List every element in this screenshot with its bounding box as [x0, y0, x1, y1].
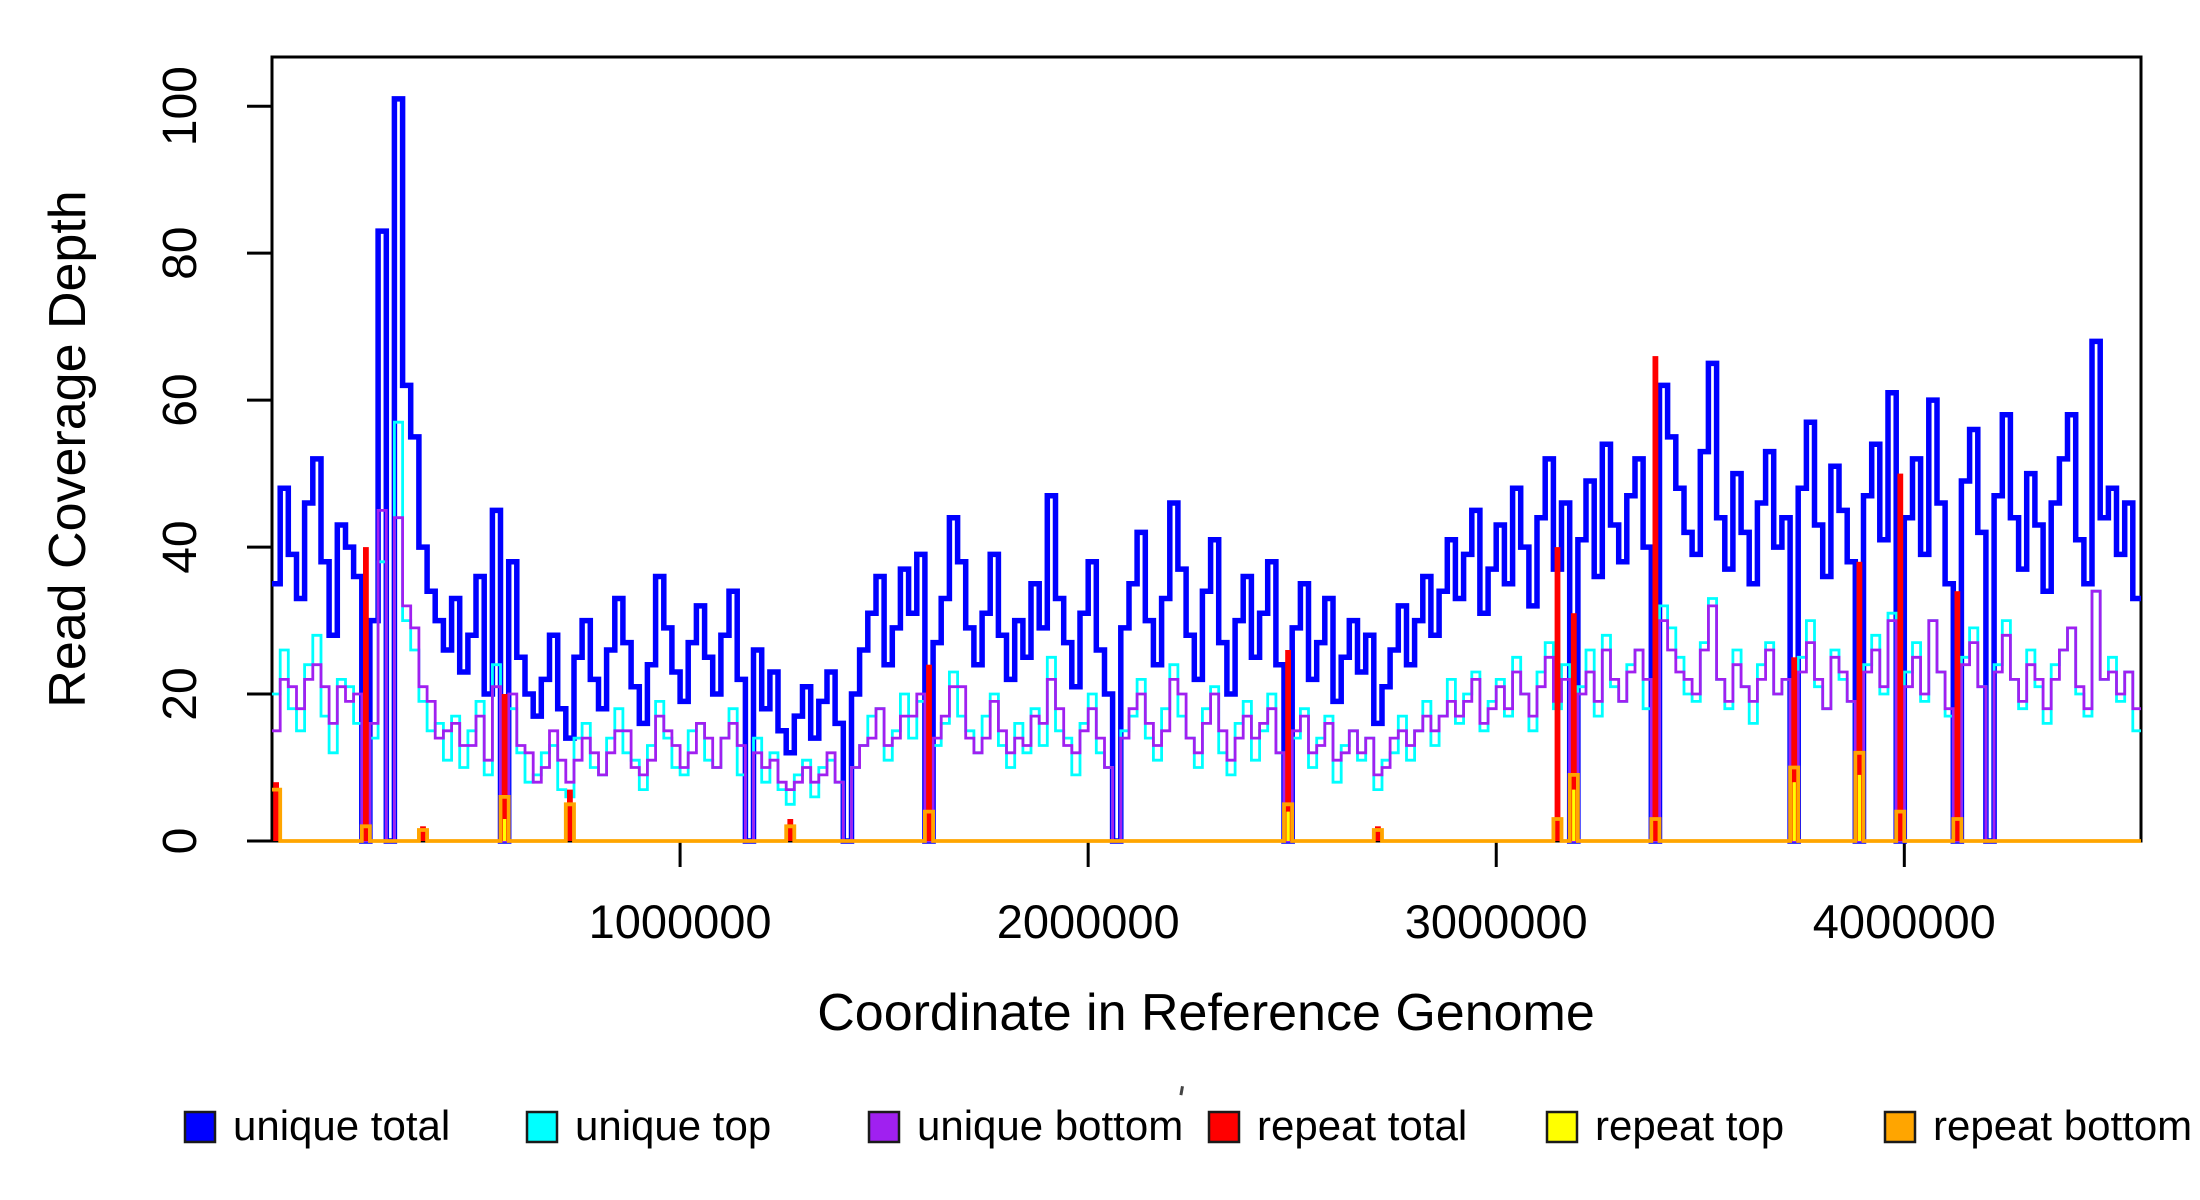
legend-swatch-unique-bottom	[867, 1110, 901, 1144]
legend-swatch-repeat-top	[1545, 1110, 1579, 1144]
legend: unique total unique top unique bottom repea…	[183, 1102, 2192, 1149]
series-repeat-total-spike	[1856, 561, 1863, 841]
legend-item-unique-top: unique top	[525, 1102, 771, 1149]
legend-item-repeat-top: repeat top	[1545, 1102, 1784, 1149]
series-repeat-top-spike	[1572, 789, 1576, 841]
y-tick-label: 100	[154, 66, 207, 146]
legend-swatch-unique-total	[183, 1110, 217, 1144]
x-tick-label: 1000000	[589, 895, 772, 948]
x-tick-label: 2000000	[997, 895, 1180, 948]
series-repeat-top-spike	[1857, 774, 1862, 841]
series-repeat-total-spike	[1570, 613, 1577, 841]
series-layer	[272, 96, 2141, 844]
series-repeat-total-spike	[1285, 650, 1291, 841]
series-repeat-top-spike	[1286, 811, 1290, 841]
series-repeat-total-spike	[567, 789, 573, 841]
series-repeat-total-spike	[1897, 473, 1904, 841]
legend-label-unique-total: unique total	[233, 1102, 450, 1149]
y-tick-label: 40	[154, 520, 207, 573]
legend-swatch-unique-top	[525, 1110, 559, 1144]
y-tick-label: 0	[154, 828, 207, 855]
legend-swatch-repeat-bottom	[1883, 1110, 1917, 1144]
series-unique-total-line	[272, 96, 2141, 844]
legend-label-repeat-bottom: repeat bottom	[1933, 1102, 2192, 1149]
series-repeat-top-spike	[502, 819, 507, 841]
series-repeat-total-spike	[501, 694, 508, 841]
x-axis-title: Coordinate in Reference Genome	[817, 984, 1595, 1042]
series-repeat-total-spike	[1791, 657, 1798, 841]
series-unique-bottom-line	[272, 509, 2141, 843]
y-tick-label: 20	[154, 667, 207, 720]
series-repeat-total-spike	[363, 547, 369, 841]
y-axis-title: Read Coverage Depth	[39, 190, 97, 707]
legend-item-repeat-bottom: repeat bottom	[1883, 1102, 2192, 1149]
series-repeat-bottom-line	[272, 750, 2141, 843]
x-tick-label: 3000000	[1405, 895, 1588, 948]
series-repeat-top-spikes	[502, 774, 1862, 841]
legend-item-unique-total: unique total	[183, 1102, 450, 1149]
legend-item-repeat-total: repeat total	[1207, 1102, 1467, 1149]
y-tick-label: 60	[154, 373, 207, 426]
series-repeat-total-spike	[1375, 826, 1381, 841]
series-repeat-total-spike	[787, 819, 794, 841]
y-axis: 0 20 40 60 80 100	[154, 66, 272, 854]
legend-swatch-repeat-total	[1207, 1110, 1241, 1144]
legend-label-repeat-total: repeat total	[1257, 1102, 1467, 1149]
series-repeat-total-spike	[1954, 591, 1961, 841]
series-repeat-top-spike	[1792, 782, 1796, 841]
series-repeat-total-spike	[926, 664, 932, 841]
stray-mark	[1179, 1086, 1184, 1096]
series-repeat-total-spike	[420, 826, 426, 841]
series-repeat-total-spike	[273, 782, 279, 841]
legend-label-unique-bottom: unique bottom	[917, 1102, 1183, 1149]
x-axis: 1000000 2000000 3000000 4000000	[589, 841, 1996, 948]
x-tick-label: 4000000	[1813, 895, 1996, 948]
series-repeat-total-spikes	[273, 356, 1961, 841]
legend-item-unique-bottom: unique bottom	[867, 1102, 1183, 1149]
series-repeat-total-spike	[1652, 356, 1659, 841]
y-tick-label: 80	[154, 227, 207, 280]
series-repeat-total-spike	[1554, 547, 1561, 841]
legend-label-unique-top: unique top	[575, 1102, 771, 1149]
legend-label-repeat-top: repeat top	[1595, 1102, 1784, 1149]
